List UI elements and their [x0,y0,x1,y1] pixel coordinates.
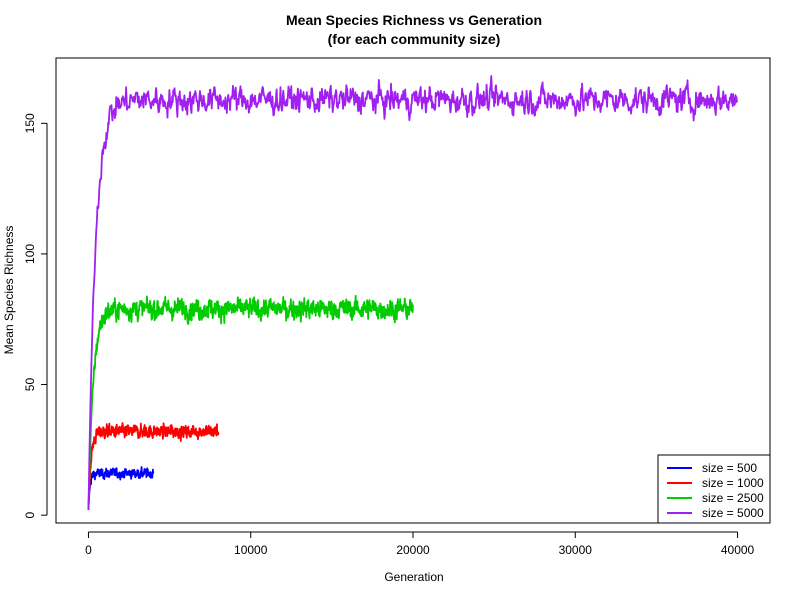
chart-title-line1: Mean Species Richness vs Generation [286,12,542,28]
y-tick-label: 50 [23,378,37,392]
series-line-3 [87,294,414,510]
x-axis-label: Generation [384,570,443,584]
x-tick-label: 40000 [721,543,755,557]
series-line-2 [87,422,220,510]
x-axis: 0 10000 20000 30000 40000 [85,531,755,557]
legend-box [657,454,771,524]
legend-label: size = 2500 [702,491,764,505]
x-tick-label: 0 [85,543,92,557]
series-layer [87,75,738,510]
legend-label: size = 1000 [702,476,764,490]
series-line-1 [87,466,155,510]
chart-title-line2: (for each community size) [328,31,501,47]
x-tick-label: 10000 [234,543,268,557]
y-axis: 0 50 100 150 [23,113,48,519]
x-tick-label: 20000 [396,543,430,557]
y-axis-label: Mean Species Richness [2,226,16,355]
x-tick-label: 30000 [559,543,593,557]
y-tick-label: 0 [23,512,37,519]
y-tick-label: 150 [23,113,37,133]
legend-label: size = 500 [702,461,757,475]
y-tick-label: 100 [23,244,37,264]
legend-label: size = 5000 [702,506,764,520]
series-line-4 [87,75,738,510]
plot-frame [55,57,771,524]
